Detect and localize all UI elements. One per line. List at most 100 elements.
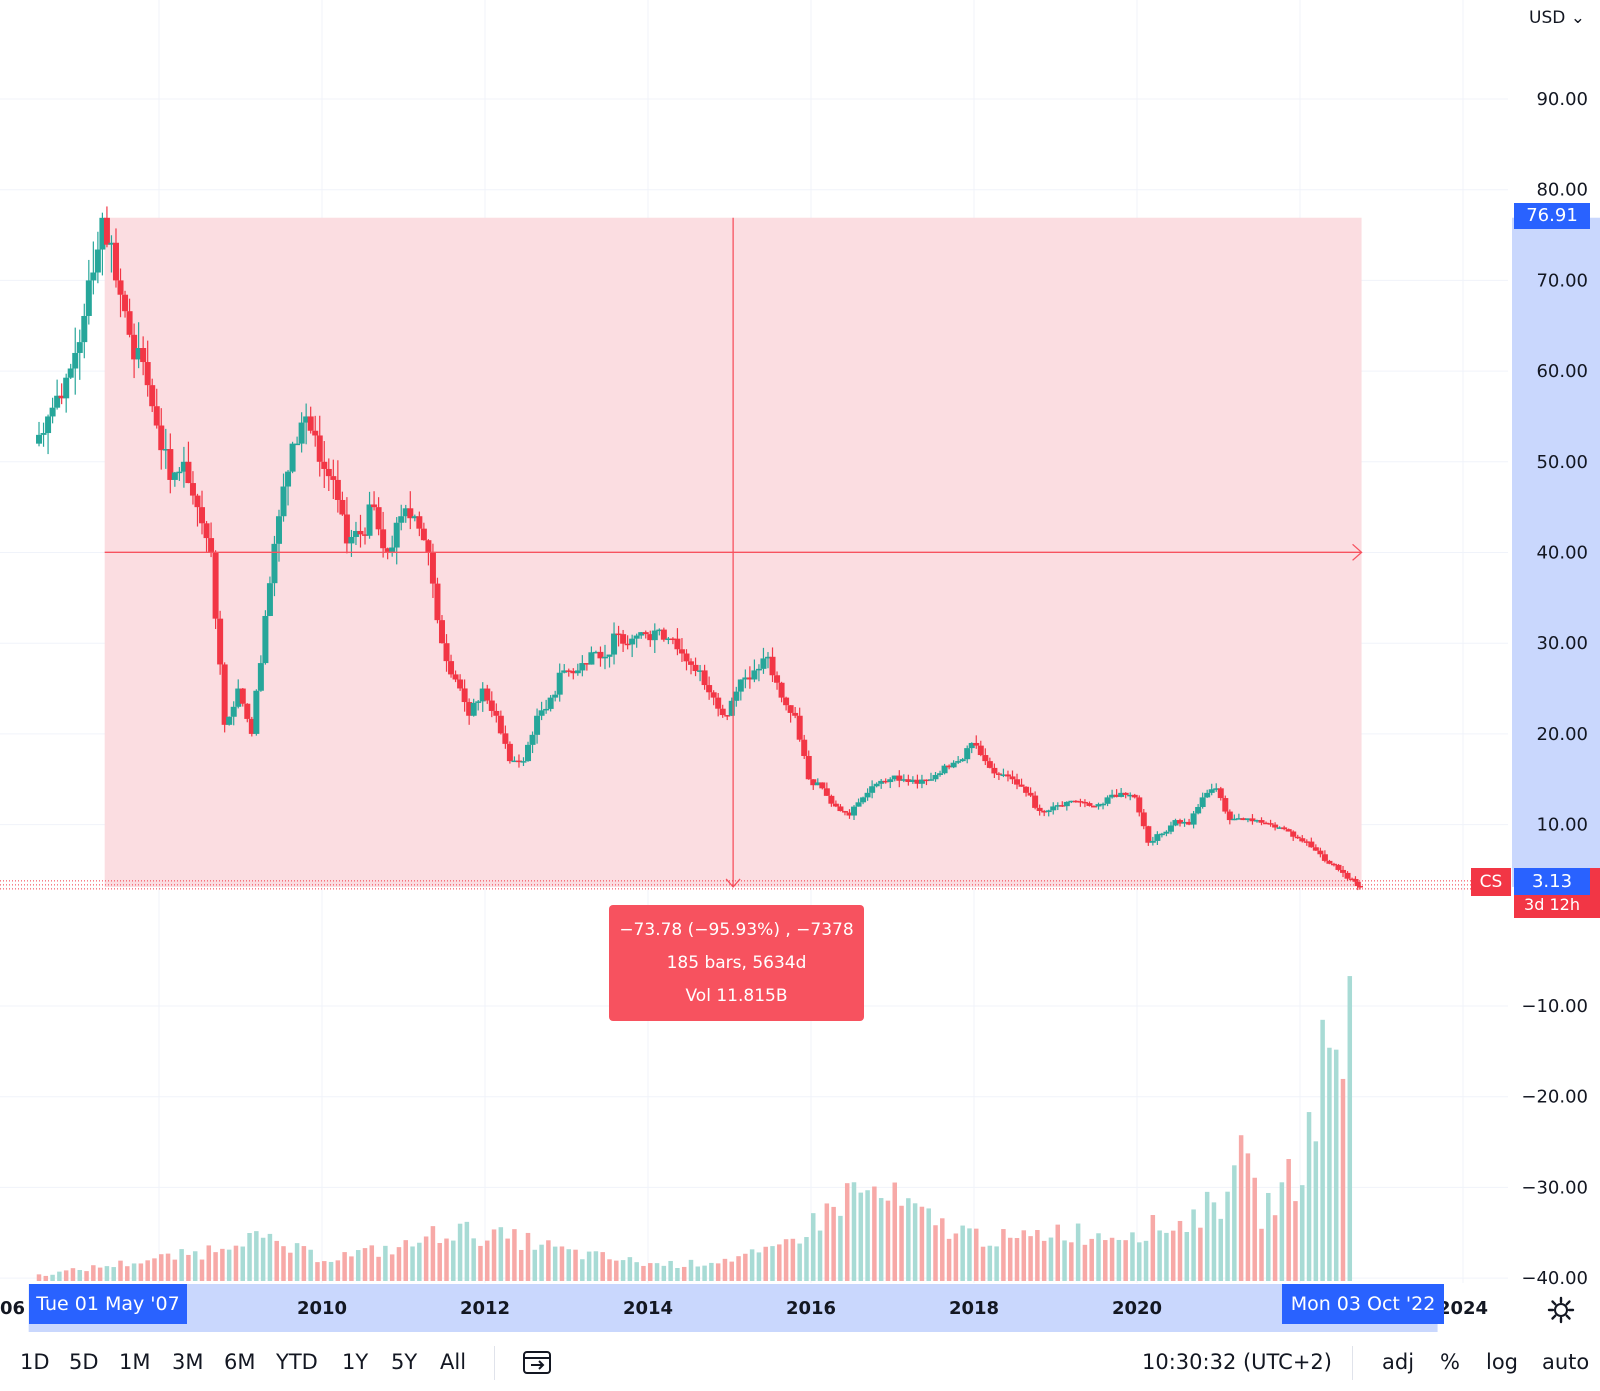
- candle: [85, 259, 92, 325]
- log-toggle[interactable]: log: [1486, 1350, 1519, 1374]
- candle-body: [887, 779, 894, 783]
- candle: [239, 688, 246, 707]
- candle-body: [1036, 807, 1043, 811]
- candle: [230, 701, 237, 726]
- volume-bar: [878, 1198, 884, 1281]
- candle-body: [624, 643, 631, 646]
- bar-countdown: 3d 12h: [1524, 895, 1580, 914]
- candle: [108, 235, 115, 273]
- range-all-button[interactable]: All: [440, 1350, 467, 1374]
- candle-body: [719, 708, 726, 716]
- candle: [1014, 773, 1021, 790]
- candle: [461, 679, 468, 712]
- candle: [801, 734, 808, 759]
- volume-bar: [552, 1246, 558, 1281]
- range-5y-button[interactable]: 5Y: [391, 1350, 418, 1374]
- candle: [583, 663, 590, 671]
- volume-bar: [36, 1274, 42, 1281]
- volume-bar: [722, 1258, 728, 1281]
- volume-bar: [84, 1271, 89, 1281]
- candle-body: [1000, 774, 1007, 776]
- candle: [298, 412, 305, 453]
- y-tick-label: −40.00: [1521, 1268, 1588, 1289]
- candle-body: [1009, 776, 1016, 780]
- range-5d-button[interactable]: 5D: [69, 1350, 99, 1374]
- candle: [746, 666, 753, 689]
- candle-body: [434, 583, 441, 621]
- range-3m-button[interactable]: 3M: [172, 1350, 204, 1374]
- volume-bar: [817, 1230, 823, 1281]
- candle-body: [1349, 878, 1356, 881]
- candle: [538, 701, 545, 721]
- candle: [1276, 826, 1283, 829]
- volume-bar: [1021, 1230, 1027, 1281]
- candle-body: [755, 668, 762, 671]
- candle-body: [534, 715, 541, 735]
- percent-toggle[interactable]: %: [1440, 1350, 1460, 1374]
- candle-body: [1326, 860, 1333, 864]
- candle-body: [855, 802, 862, 807]
- candle-body: [126, 311, 133, 335]
- candle: [1312, 844, 1319, 851]
- candle: [307, 406, 314, 434]
- candle-body: [905, 779, 912, 783]
- candle: [1109, 789, 1116, 799]
- range-1d-button[interactable]: 1D: [20, 1350, 50, 1374]
- candle-body: [271, 543, 278, 584]
- measure-volume: Vol 11.815B: [685, 986, 788, 1006]
- adj-toggle[interactable]: adj: [1382, 1350, 1415, 1374]
- candle-body: [497, 715, 504, 734]
- candle-body: [239, 688, 246, 704]
- candle: [1272, 822, 1279, 831]
- chart-canvas[interactable]: 90.00 80.00 70.00 60.00 50.00 40.00 30.00 20.00…: [0, 0, 1600, 1332]
- candle: [1158, 832, 1165, 838]
- range-6m-button[interactable]: 6M: [224, 1350, 256, 1374]
- currency-selector[interactable]: USD ⌄: [1529, 8, 1585, 28]
- volume-bar: [1252, 1177, 1257, 1281]
- candle: [574, 663, 581, 676]
- volume-bar: [600, 1252, 605, 1281]
- candle-body: [692, 664, 699, 672]
- candle-body: [339, 499, 346, 515]
- candle-body: [932, 774, 939, 780]
- candle: [1321, 850, 1328, 863]
- candle: [774, 671, 781, 690]
- volume-bar: [1198, 1227, 1203, 1281]
- volume-bar: [457, 1223, 463, 1281]
- volume-bar: [199, 1259, 205, 1281]
- volume-bar: [865, 1190, 870, 1281]
- candle-body: [352, 530, 359, 537]
- date-range-icon[interactable]: [522, 1348, 554, 1376]
- volume-bar: [1028, 1236, 1033, 1281]
- candle: [642, 630, 649, 639]
- gear-icon[interactable]: [1546, 1295, 1576, 1325]
- x-axis[interactable]: 06 2010 2012 2014 2016 2018 2020 2024: [0, 1298, 1488, 1319]
- volume-bar: [844, 1183, 850, 1281]
- symbol-ticker-badge[interactable]: CS: [1471, 868, 1511, 896]
- candle: [601, 644, 608, 670]
- volume-bar: [702, 1265, 707, 1281]
- candle-body: [185, 461, 192, 484]
- volume-bar: [57, 1271, 62, 1281]
- range-ytd-button[interactable]: YTD: [276, 1350, 318, 1374]
- candle: [420, 522, 427, 541]
- range-1y-button[interactable]: 1Y: [342, 1350, 369, 1374]
- candle: [1330, 862, 1337, 867]
- volume-bar: [695, 1266, 701, 1281]
- candle: [515, 754, 522, 768]
- candle: [905, 774, 912, 786]
- candle: [316, 415, 323, 477]
- volume-bar: [797, 1243, 802, 1281]
- volume-bar: [50, 1274, 55, 1281]
- volume-bar: [763, 1246, 768, 1281]
- candle-body: [312, 430, 319, 436]
- y-axis[interactable]: 90.00 80.00 70.00 60.00 50.00 40.00 30.00 20.00…: [1521, 89, 1588, 1289]
- volume-bar: [1001, 1229, 1006, 1281]
- candle-body: [189, 483, 196, 496]
- volume-bar: [1300, 1185, 1305, 1281]
- range-1m-button[interactable]: 1M: [119, 1350, 151, 1374]
- candle-body: [733, 691, 740, 701]
- volume-bar: [125, 1266, 130, 1281]
- auto-toggle[interactable]: auto: [1542, 1350, 1590, 1374]
- candle-body: [153, 406, 160, 426]
